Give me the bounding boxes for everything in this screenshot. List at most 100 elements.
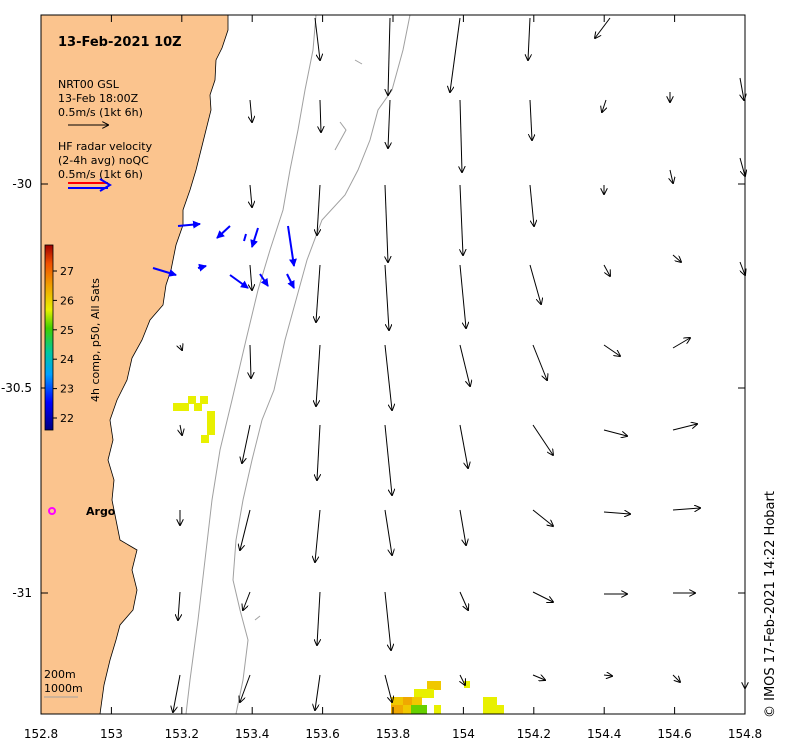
radar-arrow [216, 225, 231, 239]
current-arrow [529, 264, 541, 304]
radar-arrow [287, 225, 297, 267]
current-arrow [739, 261, 745, 275]
current-arrow [672, 674, 680, 682]
current-arrow [384, 264, 389, 330]
x-tick-label: 154.8 [728, 727, 762, 741]
radar-legend-line: (2-4h avg) noQC [58, 154, 149, 167]
current-arrow [739, 157, 745, 176]
current-arrow [672, 254, 681, 262]
x-tick-label: 154.4 [587, 727, 621, 741]
current-arrow [602, 99, 606, 112]
current-arrow [672, 508, 700, 510]
current-arrow [532, 591, 553, 602]
x-tick-label: 154 [452, 727, 475, 741]
current-arrow [740, 77, 744, 100]
x-axis-labels: 152.8 153 153.2 153.4 153.6 153.8 154 154.2 154.… [24, 727, 762, 741]
contour-200m [185, 14, 317, 715]
current-arrow [459, 424, 468, 468]
current-arrow [316, 344, 321, 406]
current-arrow [603, 429, 627, 436]
current-arrow [459, 264, 466, 328]
colorbar-tick-label: 24 [60, 353, 74, 366]
colorbar-tick-label: 25 [60, 324, 74, 337]
current-arrow [180, 345, 182, 350]
x-tick-label: 153.6 [305, 727, 339, 741]
current-arrow [316, 264, 321, 322]
colorbar-tick-label: 27 [60, 265, 74, 278]
current-arrow [250, 184, 252, 207]
current-arrow [460, 184, 463, 255]
radar-arrow [243, 233, 247, 242]
current-arrow [603, 264, 610, 276]
current-arrow [388, 17, 390, 95]
depth-label-200m: 200m [44, 668, 76, 681]
current-arrow [315, 509, 321, 562]
radar-arrow [197, 263, 207, 272]
current-arrow [459, 591, 468, 610]
model-legend-line: 0.5m/s (1kt 6h) [58, 106, 143, 119]
current-arrow [250, 99, 252, 122]
radar-arrow [286, 273, 295, 289]
colorbar: 27 26 25 24 23 22 4h comp, p50, All Sats [44, 244, 102, 431]
x-tick-label: 153.2 [165, 727, 199, 741]
radar-arrow [229, 274, 249, 289]
current-arrow [603, 512, 630, 514]
current-arrow [384, 509, 392, 555]
y-tick-label: -31 [12, 586, 32, 600]
coastline-land [40, 14, 229, 715]
current-arrow [532, 424, 553, 455]
current-arrow [384, 591, 391, 650]
current-arrow [180, 424, 182, 435]
colorbar-tick-label: 26 [60, 294, 74, 307]
contour-wiggle [254, 59, 363, 621]
current-arrow [672, 338, 690, 349]
radar-legend-line: HF radar velocity [58, 140, 153, 153]
current-arrow [459, 509, 466, 545]
current-arrow [672, 424, 697, 431]
x-tick-label: 154.2 [517, 727, 551, 741]
current-arrow [240, 509, 251, 550]
current-arrow [250, 264, 252, 290]
current-arrow [317, 184, 320, 235]
current-arrow [532, 675, 545, 680]
x-tick-label: 153.4 [235, 727, 269, 741]
current-arrow [320, 99, 321, 132]
current-arrow [242, 424, 251, 463]
current-arrow [603, 344, 620, 356]
colorbar-label: 4h comp, p50, All Sats [89, 278, 102, 402]
sst-pixels [173, 396, 504, 714]
current-arrow [317, 591, 320, 645]
y-axis-labels: -30 -30.5 -31 [1, 177, 32, 600]
current-arrow [532, 344, 547, 380]
argo-float-marker [48, 507, 56, 515]
x-tick-label: 153 [100, 727, 123, 741]
current-arrow [529, 184, 534, 226]
current-arrow [595, 17, 611, 38]
x-tick-label: 152.8 [24, 727, 58, 741]
radar-arrow [250, 227, 259, 248]
radar-arrow [152, 267, 177, 277]
current-arrow [243, 591, 251, 610]
current-arrow [173, 674, 181, 712]
current-arrow [460, 99, 462, 172]
colorbar-tick-label: 23 [60, 383, 74, 396]
model-legend-line: 13-Feb 18:00Z [58, 92, 139, 105]
current-arrow [388, 99, 390, 148]
current-arrow [384, 344, 392, 410]
current-arrow [250, 344, 251, 378]
depth-contours [185, 14, 411, 715]
y-tick-label: -30.5 [1, 381, 32, 395]
current-arrow [450, 17, 461, 92]
map-frame [40, 14, 746, 715]
credit-text: © IMOS 17-Feb-2021 14:22 Hobart [763, 491, 778, 718]
current-arrow [670, 169, 673, 183]
map-title: 13-Feb-2021 10Z [58, 35, 182, 50]
current-arrow [240, 674, 251, 702]
argo-label: Argo [86, 505, 116, 518]
y-tick-label: -30 [12, 177, 32, 191]
depth-label-1000m: 1000m [44, 682, 83, 695]
model-current-arrows [173, 17, 745, 712]
x-tick-label: 153.8 [376, 727, 410, 741]
radar-arrow [259, 273, 269, 287]
